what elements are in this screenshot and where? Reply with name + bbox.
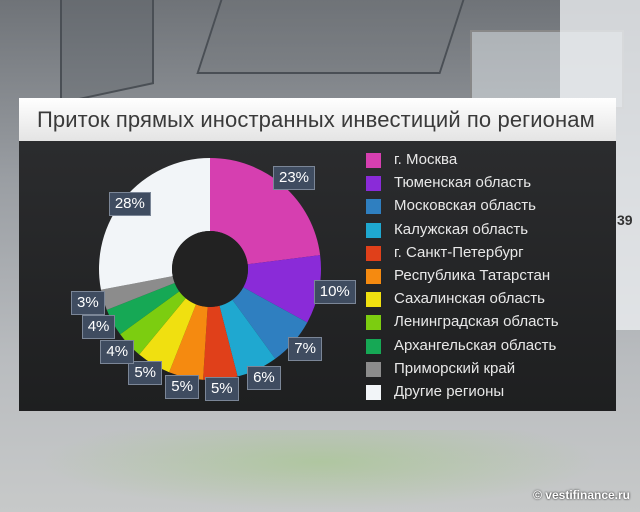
chart-panel: 23% 10% 7% 6% 5% 5% 5% 4% 4% 3% 28% г. Москва Тюмен… — [19, 141, 616, 411]
legend-swatch — [366, 153, 381, 168]
pie-slice — [210, 158, 321, 265]
pie-slice — [139, 298, 197, 373]
background-glow — [40, 430, 600, 510]
legend-item: Приморский край — [366, 358, 616, 381]
slice-value-label: 28% — [108, 192, 151, 217]
legend-swatch — [366, 199, 381, 215]
pie-slice — [120, 291, 186, 355]
legend-label: Сахалинская область — [394, 290, 545, 308]
legend-swatch — [366, 384, 381, 400]
pie-chart — [99, 158, 321, 380]
legend-label: Архангельская область — [394, 336, 557, 354]
pie-slice — [100, 276, 175, 310]
legend-swatch — [366, 245, 381, 261]
legend-label: Приморский край — [394, 359, 516, 377]
legend-swatch — [366, 292, 381, 308]
slice-value-label: 3% — [71, 290, 105, 315]
slice-value-label: 4% — [100, 339, 135, 364]
pie-slice — [99, 158, 210, 290]
slice-value-label: 5% — [165, 375, 199, 400]
pie-slice — [106, 282, 180, 335]
pie-slice — [203, 305, 238, 380]
legend-label: Тюменская область — [394, 174, 532, 192]
legend-label: Республика Татарстан — [394, 266, 551, 284]
slice-value-label: 6% — [247, 366, 281, 391]
legend-label: Ленинградская область — [394, 313, 559, 331]
slice-value-label: 23% — [272, 166, 316, 191]
slice-value-label: 4% — [81, 315, 116, 340]
background-shape — [60, 0, 154, 104]
pie-slice — [169, 304, 208, 380]
slice-value-label: 7% — [288, 337, 322, 362]
pie-slice — [243, 255, 321, 323]
legend-label: г. Санкт-Петербург — [394, 243, 524, 261]
legend-item: Тюменская область — [366, 172, 616, 195]
chart-title: Приток прямых иностранных инвестиций по … — [19, 98, 616, 141]
donut-hole — [172, 231, 248, 307]
slice-value-label: 10% — [313, 279, 356, 304]
legend-item: Другие регионы — [366, 381, 616, 404]
legend-swatch — [366, 338, 381, 354]
background-number: 39 — [617, 212, 633, 228]
legend-item: Московская область — [366, 195, 616, 218]
background-shape — [196, 0, 468, 74]
legend-item: Архангельская область — [366, 335, 616, 358]
legend-item: г. Москва — [366, 149, 616, 172]
legend-label: Московская область — [394, 197, 536, 215]
watermark: © vestifinance.ru — [533, 488, 630, 502]
legend-swatch — [366, 176, 381, 192]
legend-swatch — [366, 268, 381, 284]
legend-item: Калужская область — [366, 219, 616, 242]
legend-label: г. Москва — [394, 151, 458, 168]
legend-item: Ленинградская область — [366, 311, 616, 334]
legend-swatch — [366, 315, 381, 331]
legend: г. Москва Тюменская область Московская обл… — [366, 149, 616, 404]
legend-item: Республика Татарстан — [366, 265, 616, 288]
pie-slice — [219, 299, 276, 377]
legend-swatch — [366, 361, 381, 377]
legend-item: Сахалинская область — [366, 288, 616, 311]
legend-label: Калужская область — [394, 220, 529, 238]
legend-swatch — [366, 222, 381, 238]
legend-label: Другие регионы — [394, 382, 505, 400]
slice-value-label: 5% — [128, 361, 163, 386]
legend-item: г. Санкт-Петербург — [366, 242, 616, 265]
slice-value-label: 5% — [204, 377, 239, 402]
